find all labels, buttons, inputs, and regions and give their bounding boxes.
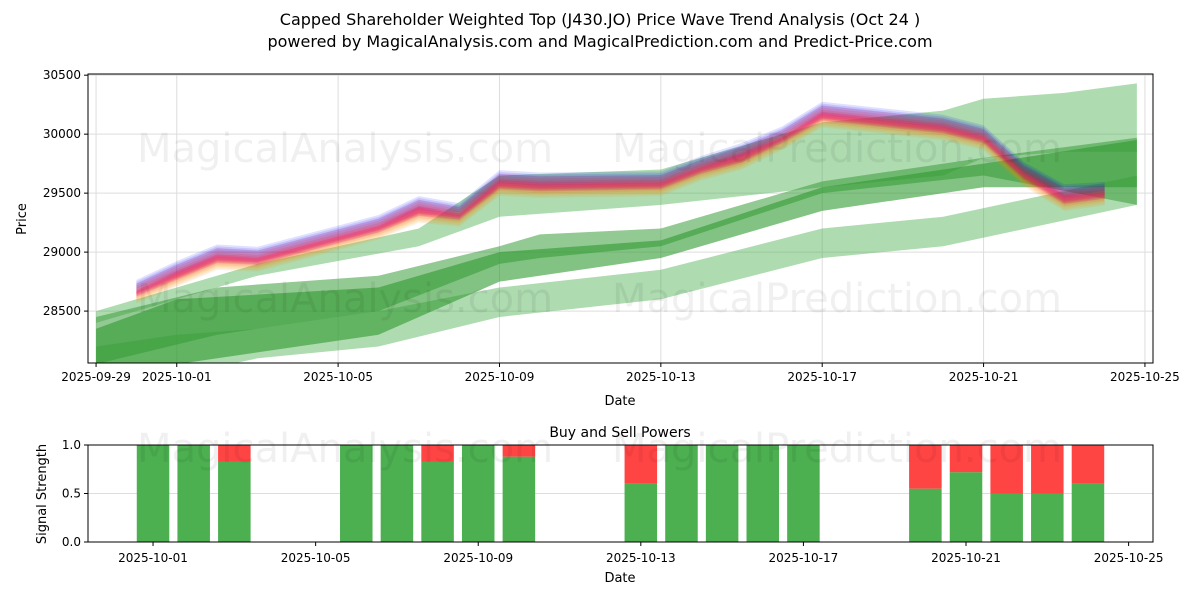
buy-bar: [1031, 493, 1064, 542]
buy-bar: [787, 445, 820, 542]
watermark: MagicalAnalysis.com: [137, 426, 553, 472]
buy-bar: [909, 488, 942, 542]
x-axis-label: Date: [604, 394, 635, 409]
buy-bar: [705, 445, 739, 542]
watermark: MagicalPrediction.com: [612, 426, 1062, 472]
watermark: MagicalAnalysis.com: [137, 126, 553, 172]
sell-bar: [1031, 445, 1064, 494]
buy-bar: [177, 445, 210, 542]
x-tick-label: 2025-10-17: [787, 370, 857, 384]
plot-frame: [87, 73, 1154, 364]
watermark: MagicalPrediction.com: [612, 126, 1062, 172]
x-tick-label: 2025-10-01: [142, 370, 212, 384]
x-tick-label: 2025-10-25: [1110, 370, 1180, 384]
x-tick-label: 2025-09-29: [61, 370, 131, 384]
chart-title: Capped Shareholder Weighted Top (J430.JO…: [279, 10, 921, 29]
watermark: MagicalPrediction.com: [612, 276, 1062, 322]
sell-bar: [949, 445, 983, 473]
chart-subtitle: powered by MagicalAnalysis.com and Magic…: [267, 32, 933, 51]
subplot-title: Buy and Sell Powers: [549, 425, 690, 441]
buy-bar: [746, 445, 780, 542]
x-tick-label: 2025-10-25: [1094, 551, 1164, 565]
buy-bar: [1071, 483, 1105, 542]
sell-bar: [909, 445, 942, 489]
y-tick-label: 0.0: [62, 535, 81, 549]
buy-bar: [218, 461, 251, 542]
sell-bar: [502, 445, 536, 457]
sell-bar: [421, 445, 454, 462]
trend-band: [96, 83, 1137, 323]
sell-bar: [1071, 445, 1105, 484]
x-tick-label: 2025-10-21: [949, 370, 1019, 384]
y-tick-label: 30500: [43, 68, 81, 82]
buy-bar: [665, 445, 698, 542]
watermark: MagicalAnalysis.com: [137, 276, 553, 322]
x-tick-label: 2025-10-17: [769, 551, 839, 565]
y-axis-label: Price: [15, 203, 30, 235]
buy-bar: [136, 445, 170, 542]
buy-bar: [340, 445, 373, 542]
y-tick-label: 1.0: [62, 438, 81, 452]
y-tick-label: 29500: [43, 186, 81, 200]
buy-bar: [380, 445, 414, 542]
buy-bar: [949, 472, 983, 542]
sell-bar: [624, 445, 658, 484]
x-tick-label: 2025-10-09: [465, 370, 535, 384]
x-tick-label: 2025-10-21: [931, 551, 1001, 565]
x-axis-label: Date: [604, 571, 635, 586]
y-tick-label: 0.5: [62, 487, 81, 501]
buy-bar: [624, 483, 658, 542]
buy-bar: [990, 493, 1023, 542]
x-tick-label: 2025-10-05: [281, 551, 351, 565]
x-tick-label: 2025-10-09: [443, 551, 513, 565]
x-tick-label: 2025-10-13: [606, 551, 676, 565]
buy-bar: [421, 461, 454, 542]
x-tick-label: 2025-10-01: [118, 551, 188, 565]
y-tick-label: 29000: [43, 245, 81, 259]
x-tick-label: 2025-10-13: [626, 370, 696, 384]
x-tick-label: 2025-10-05: [303, 370, 373, 384]
sell-bar: [990, 445, 1023, 494]
plot-area: [96, 83, 1137, 363]
trend-band: [96, 140, 1137, 363]
y-tick-label: 28500: [43, 304, 81, 318]
buy-bar: [461, 445, 495, 542]
y-tick-label: 30000: [43, 127, 81, 141]
buy-bar: [502, 456, 536, 542]
sell-bar: [218, 445, 251, 462]
y-axis-label: Signal Strength: [35, 444, 50, 544]
